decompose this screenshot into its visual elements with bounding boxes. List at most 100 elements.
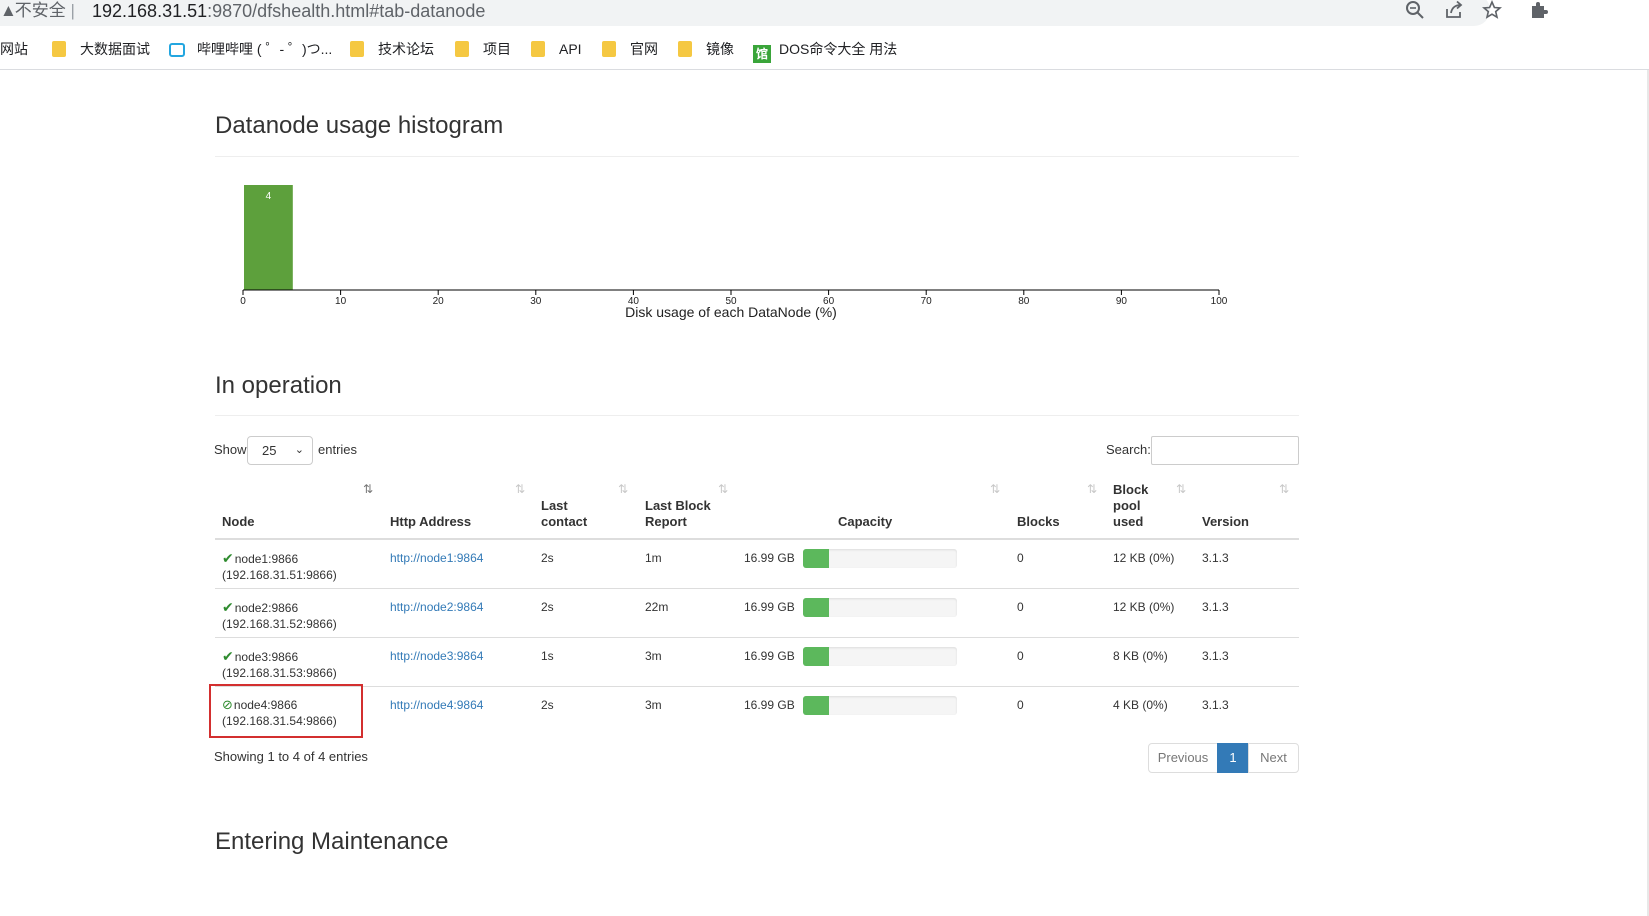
http-address-link[interactable]: http://node1:9864: [390, 551, 484, 565]
bar-data-label: 4: [266, 191, 272, 202]
capacity-value: 16.99 GB: [744, 551, 795, 565]
last-block-report: 3m: [645, 698, 662, 712]
column-header-http-address[interactable]: Http Address: [390, 514, 472, 529]
previous-button[interactable]: Previous: [1148, 743, 1218, 773]
page-length-value: 25: [262, 443, 277, 458]
annotation-highlight-box: [209, 684, 363, 738]
bookmark-item[interactable]: 镜像: [678, 36, 734, 62]
folder-icon: [602, 41, 616, 57]
http-address-link[interactable]: http://node4:9864: [390, 698, 484, 712]
bookmark-item[interactable]: 大数据面试: [52, 36, 150, 62]
block-pool-used: 12 KB (0%): [1113, 600, 1175, 614]
bookmark-item[interactable]: 网站: [0, 36, 28, 62]
sort-icon[interactable]: ⇅: [1279, 482, 1289, 496]
share-icon[interactable]: [1443, 0, 1465, 22]
blocks-value: 0: [1017, 551, 1024, 565]
x-tick-label: 10: [335, 296, 347, 307]
capacity-bar: [803, 598, 957, 617]
table-row: ⊘node4:9866 (192.168.31.54:9866) http://…: [215, 687, 1299, 736]
sort-icon[interactable]: ⇅: [618, 482, 628, 496]
check-icon: ✔: [222, 648, 234, 664]
x-tick-label: 70: [921, 296, 933, 307]
node-ip: (192.168.31.53:9866): [222, 666, 337, 680]
extensions-icon[interactable]: [1528, 0, 1550, 22]
page-length-select[interactable]: 25 ⌄: [247, 436, 313, 465]
x-axis-label: Disk usage of each DataNode (%): [625, 304, 837, 320]
x-tick-label: 30: [530, 296, 542, 307]
block-pool-used: 4 KB (0%): [1113, 698, 1168, 712]
sort-asc-icon[interactable]: ⇅: [363, 482, 373, 496]
x-tick-label: 100: [1211, 296, 1228, 307]
sort-icon[interactable]: ⇅: [1087, 482, 1097, 496]
omnibox[interactable]: [0, 0, 1490, 26]
node-cell: ✔node1:9866 (192.168.31.51:9866): [222, 550, 337, 583]
node-ip: (192.168.31.51:9866): [222, 568, 337, 582]
block-pool-used: 12 KB (0%): [1113, 551, 1175, 565]
column-header-blocks[interactable]: Blocks: [1017, 514, 1060, 529]
last-block-report: 3m: [645, 649, 662, 663]
sort-icon[interactable]: ⇅: [1176, 482, 1186, 496]
bookmark-label: DOS命令大全 用法: [779, 41, 898, 57]
block-pool-used: 8 KB (0%): [1113, 649, 1168, 663]
chevron-down-icon: ⌄: [294, 444, 304, 456]
decommissioned-icon: ⊘: [222, 697, 233, 712]
capacity-bar: [803, 647, 957, 666]
version: 3.1.3: [1202, 698, 1229, 712]
capacity-bar-fill: [803, 598, 830, 617]
sort-icon[interactable]: ⇅: [718, 482, 728, 496]
entering-maintenance-heading: Entering Maintenance: [215, 828, 449, 855]
bookmark-label: 镜像: [706, 41, 734, 57]
http-address-link[interactable]: http://node2:9864: [390, 600, 484, 614]
column-header-node[interactable]: Node: [222, 514, 255, 529]
bookmark-item[interactable]: 馆 DOS命令大全 用法: [753, 36, 898, 63]
folder-icon: [531, 41, 545, 57]
x-tick-label: 90: [1116, 296, 1128, 307]
search-input[interactable]: [1151, 436, 1299, 465]
node-ip: (192.168.31.52:9866): [222, 617, 337, 631]
http-address-link[interactable]: http://node3:9864: [390, 649, 484, 663]
table-row: ✔node1:9866 (192.168.31.51:9866) http://…: [215, 540, 1299, 589]
bookmark-item[interactable]: 项目: [455, 36, 511, 62]
x-tick-label: 50: [725, 296, 737, 307]
last-contact: 2s: [541, 600, 554, 614]
blocks-value: 0: [1017, 698, 1024, 712]
x-tick-label: 80: [1018, 296, 1030, 307]
zoom-icon[interactable]: [1404, 0, 1426, 22]
last-contact: 2s: [541, 698, 554, 712]
node-cell: ⊘node4:9866 (192.168.31.54:9866): [222, 697, 337, 729]
column-header-last-contact[interactable]: Last contact: [541, 498, 588, 529]
page-1-button[interactable]: 1: [1217, 743, 1249, 773]
node-cell: ✔node3:9866 (192.168.31.53:9866): [222, 648, 337, 681]
bilibili-icon: [169, 43, 185, 57]
security-indicator[interactable]: ▲ 不安全 |: [0, 0, 75, 22]
warning-icon: ▲: [0, 1, 17, 20]
search-label: Search:: [1106, 442, 1151, 457]
capacity-value: 16.99 GB: [744, 600, 795, 614]
column-header-last-block-report[interactable]: Last Block Report: [645, 498, 711, 529]
folder-icon: [678, 41, 692, 57]
check-icon: ✔: [222, 599, 234, 615]
section-divider: [215, 415, 1299, 416]
capacity-bar-fill: [803, 696, 830, 715]
node-cell: ✔node2:9866 (192.168.31.52:9866): [222, 599, 337, 632]
address-bar[interactable]: ▲ 不安全 | 192.168.31.51:9870/dfshealth.htm…: [0, 0, 1649, 26]
bookmark-item[interactable]: 哔哩哔哩 ( ゜- ゜)つ...: [169, 36, 332, 62]
column-header-capacity[interactable]: Capacity: [838, 514, 893, 529]
bookmark-star-icon[interactable]: [1481, 0, 1503, 22]
bookmark-item[interactable]: 官网: [602, 36, 658, 62]
url-text[interactable]: 192.168.31.51:9870/dfshealth.html#tab-da…: [92, 0, 485, 22]
entries-label: entries: [318, 442, 358, 457]
usage-histogram: 4 0 10 20 30 40 50 60 70 80 90 100 Disk usage of e…: [240, 185, 1228, 320]
next-button[interactable]: Next: [1248, 743, 1299, 773]
url-path: :9870/dfshealth.html#tab-datanode: [207, 1, 486, 21]
sort-icon[interactable]: ⇅: [990, 482, 1000, 496]
bookmark-item[interactable]: 技术论坛: [350, 36, 434, 62]
node-name: node4:9866: [233, 698, 298, 712]
column-header-version[interactable]: Version: [1202, 514, 1249, 529]
address-divider: |: [70, 1, 75, 20]
column-header-block-pool-used[interactable]: Block pool used: [1113, 482, 1149, 529]
scrollbar[interactable]: [1647, 70, 1649, 916]
table-info: Showing 1 to 4 of 4 entries: [214, 749, 368, 764]
bookmark-item[interactable]: API: [531, 36, 582, 62]
sort-icon[interactable]: ⇅: [515, 482, 525, 496]
